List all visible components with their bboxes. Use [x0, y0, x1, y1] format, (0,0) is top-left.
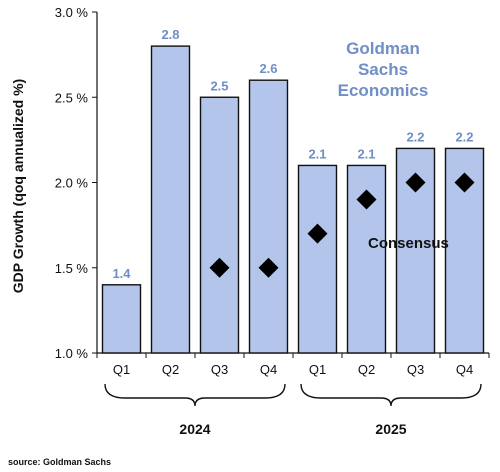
x-tick-label: Q1 [309, 362, 326, 377]
source-note: source: Goldman Sachs [8, 457, 112, 467]
bar-series [101, 45, 485, 354]
y-tick-label: 2.5 % [55, 90, 89, 105]
consensus-marker [307, 223, 328, 244]
year-groups: 2024 2025 [104, 383, 482, 437]
bar [248, 79, 289, 354]
y-tick-label: 2.0 % [55, 176, 89, 191]
data-label: 1.4 [112, 266, 131, 281]
annotation-line: Economics [338, 81, 429, 100]
consensus-label: Consensus [368, 235, 449, 252]
data-label: 2.6 [259, 61, 277, 76]
x-tick-label: Q2 [358, 362, 375, 377]
data-label: 2.2 [455, 129, 473, 144]
x-tick-label: Q3 [407, 362, 424, 377]
data-label: 2.5 [210, 78, 228, 93]
y-tick-label: 1.5 % [55, 261, 89, 276]
x-tick-label: Q4 [456, 362, 473, 377]
consensus-markers [209, 172, 475, 278]
x-tick-label: Q2 [162, 362, 179, 377]
bar [199, 96, 240, 354]
y-axis-label: GDP Growth (qoq annualized %) [10, 79, 26, 293]
bar [297, 164, 338, 354]
x-tick-label: Q1 [113, 362, 130, 377]
year-label: 2025 [375, 421, 406, 437]
year-bracket [104, 383, 286, 407]
consensus-marker [356, 189, 377, 210]
bar [101, 284, 142, 354]
year-bracket [300, 383, 482, 407]
bar [150, 45, 191, 354]
x-tick-labels: Q1 Q2 Q3 Q4 Q1 Q2 Q3 Q4 [113, 362, 473, 377]
data-label: 2.1 [357, 146, 375, 161]
consensus-marker [405, 172, 426, 193]
data-label: 2.2 [406, 129, 424, 144]
annotation-line: Sachs [358, 60, 408, 79]
data-labels: 1.4 2.8 2.5 2.6 2.1 2.1 2.2 2.2 [112, 27, 473, 281]
year-label: 2024 [179, 421, 210, 437]
data-label: 2.8 [161, 27, 179, 42]
goldman-sachs-economics-annotation: Goldman Sachs Economics [338, 39, 429, 100]
annotation-line: Goldman [346, 39, 420, 58]
x-tick-label: Q3 [211, 362, 228, 377]
y-tick-label: 1.0 % [55, 346, 89, 361]
data-label: 2.1 [308, 146, 326, 161]
y-tick-label: 3.0 % [55, 5, 89, 20]
consensus-marker [258, 257, 279, 278]
consensus-marker [454, 172, 475, 193]
x-tick-label: Q4 [260, 362, 277, 377]
consensus-marker [209, 257, 230, 278]
